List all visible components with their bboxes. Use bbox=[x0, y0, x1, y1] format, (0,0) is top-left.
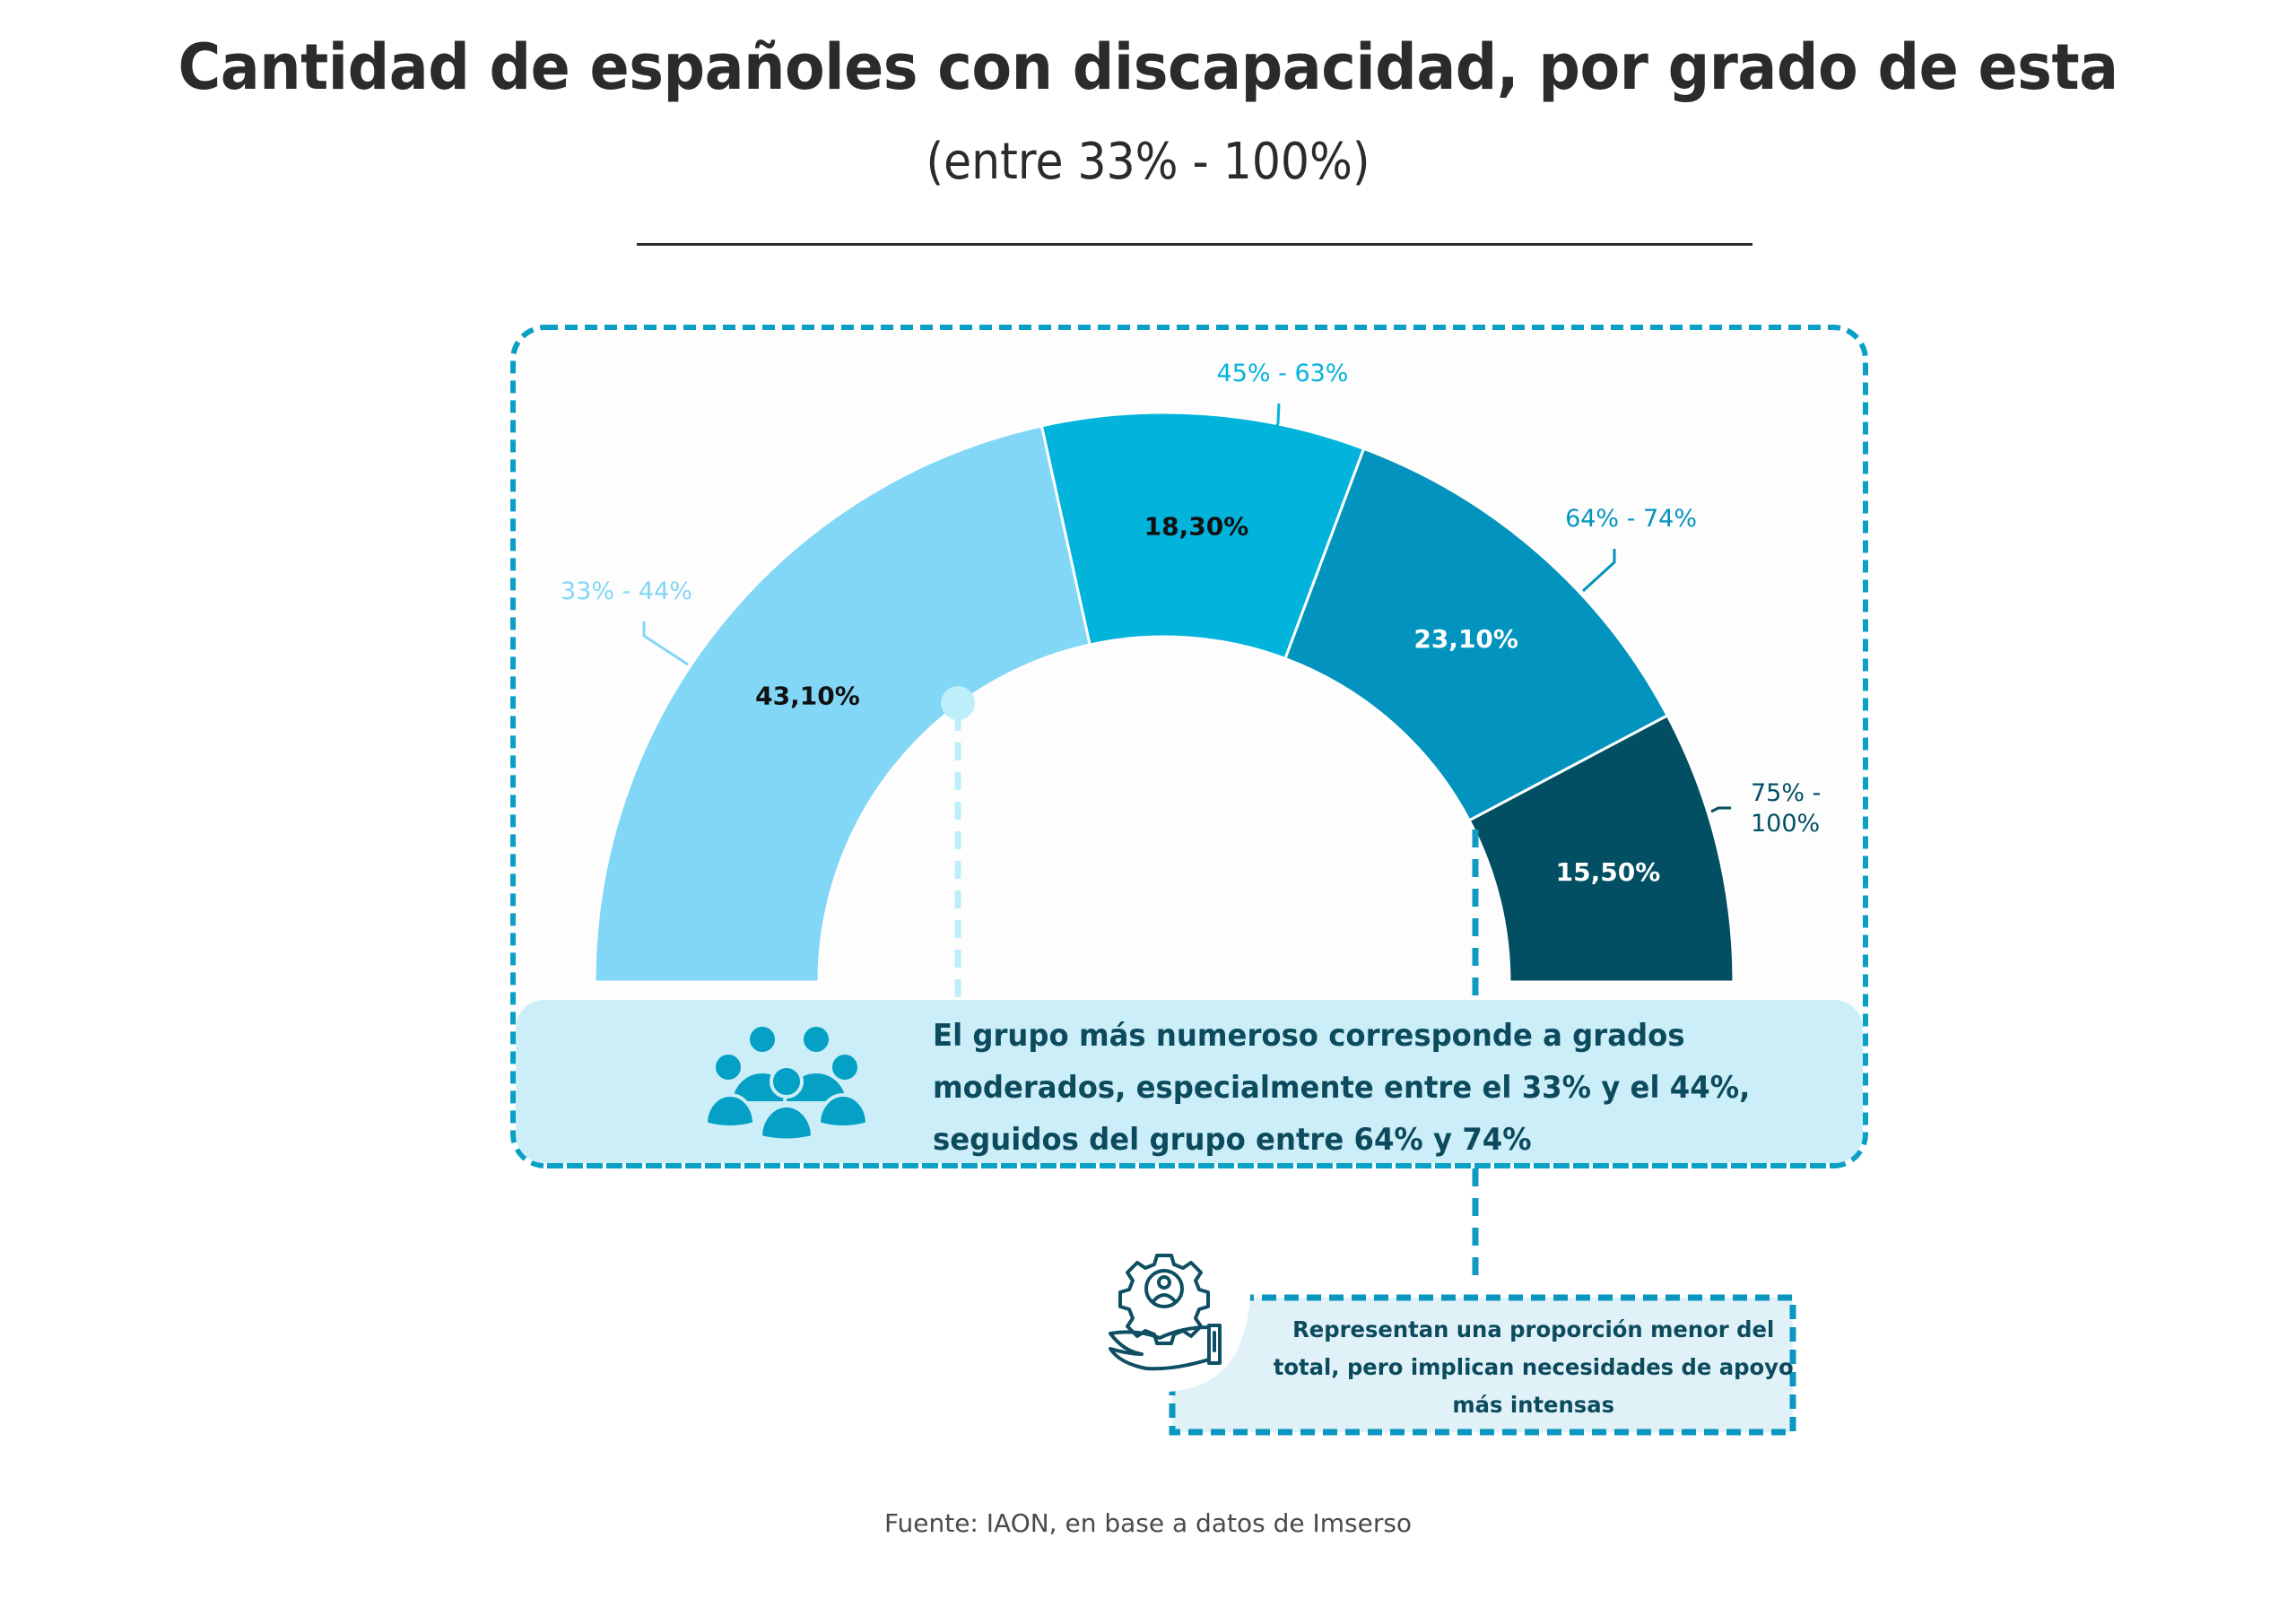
value-label: 15,50% bbox=[1556, 857, 1661, 887]
value-label: 18,30% bbox=[1144, 511, 1249, 541]
value-label: 23,10% bbox=[1413, 624, 1518, 654]
leader-line bbox=[642, 621, 689, 666]
category-label: 75% -100% bbox=[1751, 779, 1821, 838]
main-note-line: El grupo más numeroso corresponde a grad… bbox=[933, 1018, 1685, 1054]
main-note-line: seguidos del grupo entre 64% y 74% bbox=[933, 1122, 1532, 1158]
title-divider bbox=[637, 243, 1752, 246]
category-label: 45% - 63% bbox=[1217, 360, 1349, 387]
source-note: Fuente: IAON, en base a datos de Imserso bbox=[883, 1508, 1413, 1538]
leader-line bbox=[1581, 549, 1616, 593]
secondary-note-line: total, pero implican necesidades de apoy… bbox=[1273, 1354, 1794, 1380]
hand-gear-person-icon bbox=[1109, 1254, 1222, 1371]
category-label: 64% - 74% bbox=[1565, 505, 1697, 533]
secondary-note-line: Representan una proporción menor del bbox=[1292, 1316, 1775, 1342]
left-marker-dot bbox=[941, 686, 975, 720]
value-labels: 43,10% 18,30% 23,10% 15,50% bbox=[755, 511, 1660, 887]
hand-icon bbox=[1109, 1325, 1211, 1371]
leader-line bbox=[1710, 806, 1731, 813]
main-note-text: El grupo más numeroso corresponde a grad… bbox=[933, 1010, 1785, 1166]
gauge-segments bbox=[593, 411, 1735, 984]
gauge-segment bbox=[1467, 713, 1735, 984]
chart-title: Cantidad de españoles con discapacidad, … bbox=[178, 30, 2118, 104]
leader-line bbox=[1274, 403, 1281, 430]
range-labels: 33% - 44% 45% - 63% 64% - 74% 75% -100% bbox=[561, 360, 1821, 838]
category-label: 33% - 44% bbox=[561, 578, 692, 605]
secondary-note-line: más intensas bbox=[1452, 1392, 1615, 1418]
people-group-icon bbox=[703, 1023, 870, 1142]
secondary-note-text: Representan una proporción menor del tot… bbox=[1264, 1311, 1803, 1424]
chart-subtitle: (entre 33% - 100%) bbox=[926, 133, 1370, 191]
value-label: 43,10% bbox=[755, 682, 860, 711]
main-note-line: moderados, especialmente entre el 33% y … bbox=[933, 1070, 1751, 1106]
gear-icon bbox=[1118, 1254, 1210, 1345]
gauge-segment bbox=[593, 424, 1091, 984]
